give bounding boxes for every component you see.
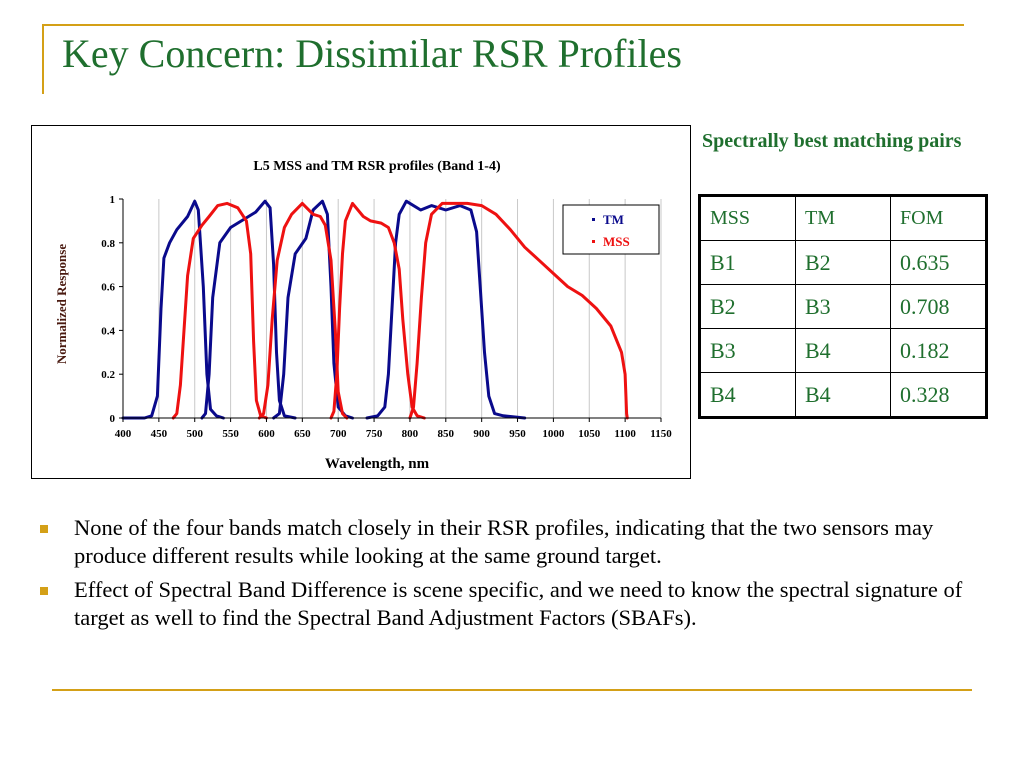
chart-y-axis-label: Normalized Response <box>54 244 69 364</box>
chart-series-line-mss <box>408 201 629 420</box>
chart-x-tick-label: 1150 <box>650 428 672 440</box>
table-caption: Spectrally best matching pairs <box>702 130 962 152</box>
table-cell: B2 <box>795 240 891 285</box>
chart-x-tick-label: 450 <box>151 428 168 440</box>
chart-legend-box <box>562 204 660 255</box>
chart-legend-marker <box>592 240 595 243</box>
chart-x-tick-label: 800 <box>402 428 419 440</box>
square-bullet-icon <box>40 587 48 595</box>
chart-x-tick-label: 1050 <box>578 428 601 440</box>
bullet-text: None of the four bands match closely in … <box>74 515 934 568</box>
chart-x-tick-label: 850 <box>438 428 455 440</box>
chart-series-line-tm <box>272 199 354 420</box>
table-cell: B4 <box>699 372 796 418</box>
table-cell: B2 <box>699 284 796 329</box>
title-accent-left-line <box>42 24 44 94</box>
chart-y-tick-label: 0.2 <box>101 369 115 381</box>
table-header-row: MSS TM FOM <box>699 195 987 241</box>
bullet-item: Effect of Spectral Band Difference is sc… <box>38 576 968 632</box>
chart-y-tick-label: 0.8 <box>101 238 115 250</box>
chart-x-tick-label: 650 <box>294 428 311 440</box>
chart-x-tick-label: 600 <box>258 428 275 440</box>
table-cell: B4 <box>795 372 891 418</box>
table-row: B2 B3 0.708 <box>699 284 987 329</box>
chart-series-line-mss <box>329 201 426 420</box>
bullet-list: None of the four bands match closely in … <box>38 514 968 638</box>
footer-accent-line <box>52 689 972 691</box>
table-cell: 0.708 <box>890 284 987 329</box>
bullet-item: None of the four bands match closely in … <box>38 514 968 570</box>
chart-legend-label: TM <box>603 212 624 227</box>
chart-y-tick-label: 1 <box>110 194 116 206</box>
table-header-cell: MSS <box>699 195 796 241</box>
rsr-chart: L5 MSS and TM RSR profiles (Band 1-4) No… <box>31 125 691 479</box>
chart-series-line-mss <box>171 201 268 420</box>
chart-legend-marker <box>592 218 595 221</box>
chart-x-tick-label: 500 <box>186 428 203 440</box>
bullet-text: Effect of Spectral Band Difference is sc… <box>74 577 963 630</box>
table-row: B1 B2 0.635 <box>699 240 987 285</box>
chart-x-tick-label: 400 <box>115 428 132 440</box>
chart-axes: 400 450 500 550 600 650 700 750 800 850 900 950 1000… <box>101 194 672 440</box>
title-accent-top-line <box>42 24 964 26</box>
table-cell: B4 <box>795 328 891 373</box>
table-row: B4 B4 0.328 <box>699 372 987 418</box>
chart-legend-label: MSS <box>603 234 630 249</box>
table-header-cell: FOM <box>890 195 987 241</box>
table-cell: B3 <box>699 328 796 373</box>
chart-y-tick-label: 0.6 <box>101 282 115 294</box>
rsr-chart-svg: L5 MSS and TM RSR profiles (Band 1-4) No… <box>54 159 672 472</box>
chart-x-tick-label: 900 <box>473 428 490 440</box>
chart-x-tick-label: 700 <box>330 428 347 440</box>
chart-x-tick-label: 750 <box>366 428 383 440</box>
table-row: B3 B4 0.182 <box>699 328 987 373</box>
chart-x-tick-label: 950 <box>509 428 526 440</box>
table-cell: B3 <box>795 284 891 329</box>
table-header-cell: TM <box>795 195 891 241</box>
table-cell: 0.328 <box>890 372 987 418</box>
table-cell: 0.635 <box>890 240 987 285</box>
chart-title: L5 MSS and TM RSR profiles (Band 1-4) <box>253 159 501 174</box>
table-cell: 0.182 <box>890 328 987 373</box>
chart-x-axis-label: Wavelength, nm <box>325 456 430 472</box>
chart-x-tick-label: 1000 <box>542 428 565 440</box>
chart-series <box>121 199 629 420</box>
chart-series-line-tm <box>200 199 297 420</box>
slide-title: Key Concern: Dissimilar RSR Profiles <box>62 31 682 76</box>
chart-x-tick-label: 550 <box>222 428 239 440</box>
square-bullet-icon <box>40 525 48 533</box>
chart-legend: TM MSS <box>562 204 660 255</box>
matching-pairs-table: MSS TM FOM B1 B2 0.635 B2 B3 0.708 B3 B4… <box>698 194 988 419</box>
chart-y-tick-label: 0.4 <box>101 325 115 337</box>
table-cell: B1 <box>699 240 796 285</box>
chart-y-tick-label: 0 <box>110 413 116 425</box>
chart-x-tick-label: 1100 <box>614 428 636 440</box>
